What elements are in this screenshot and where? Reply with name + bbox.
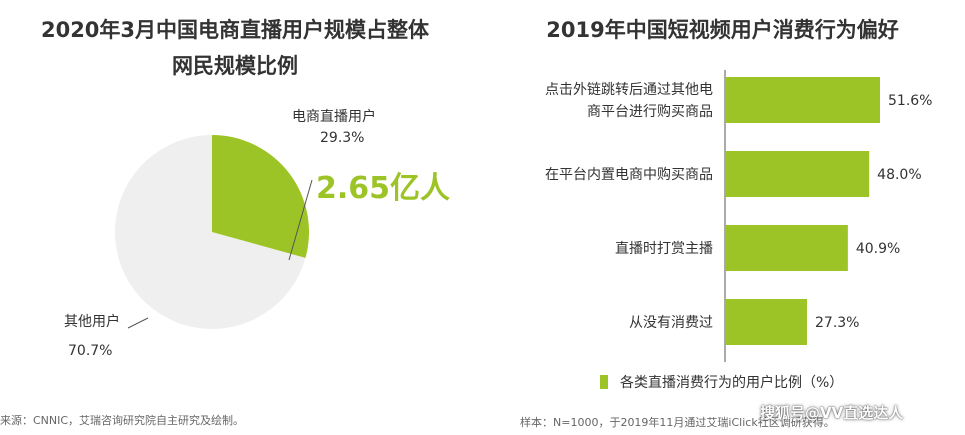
pie-slice-name-ecommerce: 电商直播用户 bbox=[292, 109, 376, 125]
pie-slice-other bbox=[115, 135, 306, 329]
legend-swatch bbox=[600, 375, 608, 389]
pie-slice-ecommerce bbox=[212, 135, 309, 258]
bar-3 bbox=[725, 299, 808, 345]
bar-value-label-3: 27.3% bbox=[815, 315, 859, 331]
bar-value-label-1: 48.0% bbox=[877, 167, 921, 183]
pie-leader-line-ecommerce bbox=[288, 179, 313, 261]
left-panel: 2020年3月中国电商直播用户规模占整体 网民规模比例 电商直播用户 29.3%… bbox=[0, 0, 470, 435]
left-source-note: 来源：CNNIC，艾瑞咨询研究院自主研究及绘制。 bbox=[0, 414, 245, 427]
pie-chart bbox=[115, 135, 313, 329]
legend-label: 各类直播消费行为的用户比例（%） bbox=[620, 375, 844, 391]
bar-1 bbox=[725, 151, 870, 197]
pie-title-line-1: 2020年3月中国电商直播用户规模占整体 bbox=[40, 18, 430, 42]
bar-0 bbox=[725, 77, 880, 123]
bar-value-label-0: 51.6% bbox=[888, 93, 932, 109]
bar-value-label-2: 40.9% bbox=[856, 241, 900, 257]
watermark: 搜狐号@VV直选达人 bbox=[760, 404, 904, 422]
bar-chart-title: 2019年中国短视频用户消费行为偏好 bbox=[546, 18, 899, 42]
bar-category-label-2: 直播时打赏主播 bbox=[615, 240, 713, 257]
pie-slice-name-other: 其他用户 bbox=[64, 314, 120, 330]
bar-category-label-0-line-1: 商平台进行购买商品 bbox=[587, 104, 713, 120]
bar-category-label-3: 从没有消费过 bbox=[629, 315, 713, 331]
pie-slice-value-other: 70.7% bbox=[68, 343, 113, 359]
ecommerce-users-highlight: 2.65亿人 bbox=[316, 171, 451, 206]
pie-leader-line-other bbox=[127, 317, 149, 329]
pie-slice-value-ecommerce: 29.3% bbox=[320, 130, 365, 146]
right-panel: 2019年中国短视频用户消费行为偏好 51.6% 点击外链跳转后通过其他电商平台进… bbox=[480, 0, 965, 435]
bar-2 bbox=[725, 225, 848, 271]
bar-legend: 各类直播消费行为的用户比例（%） bbox=[600, 372, 843, 392]
bar-category-label-0-line-0: 点击外链跳转后通过其他电 bbox=[545, 82, 713, 98]
pie-chart-title: 2020年3月中国电商直播用户规模占整体 网民规模比例 bbox=[0, 12, 470, 84]
sample-note: 样本：N=1000，于2019年11月通过艾瑞iClick社区调研获得。 bbox=[520, 416, 835, 429]
pie-title-line-2: 网民规模比例 bbox=[172, 54, 298, 78]
bar-category-label-1: 在平台内置电商中购买商品 bbox=[545, 167, 713, 183]
